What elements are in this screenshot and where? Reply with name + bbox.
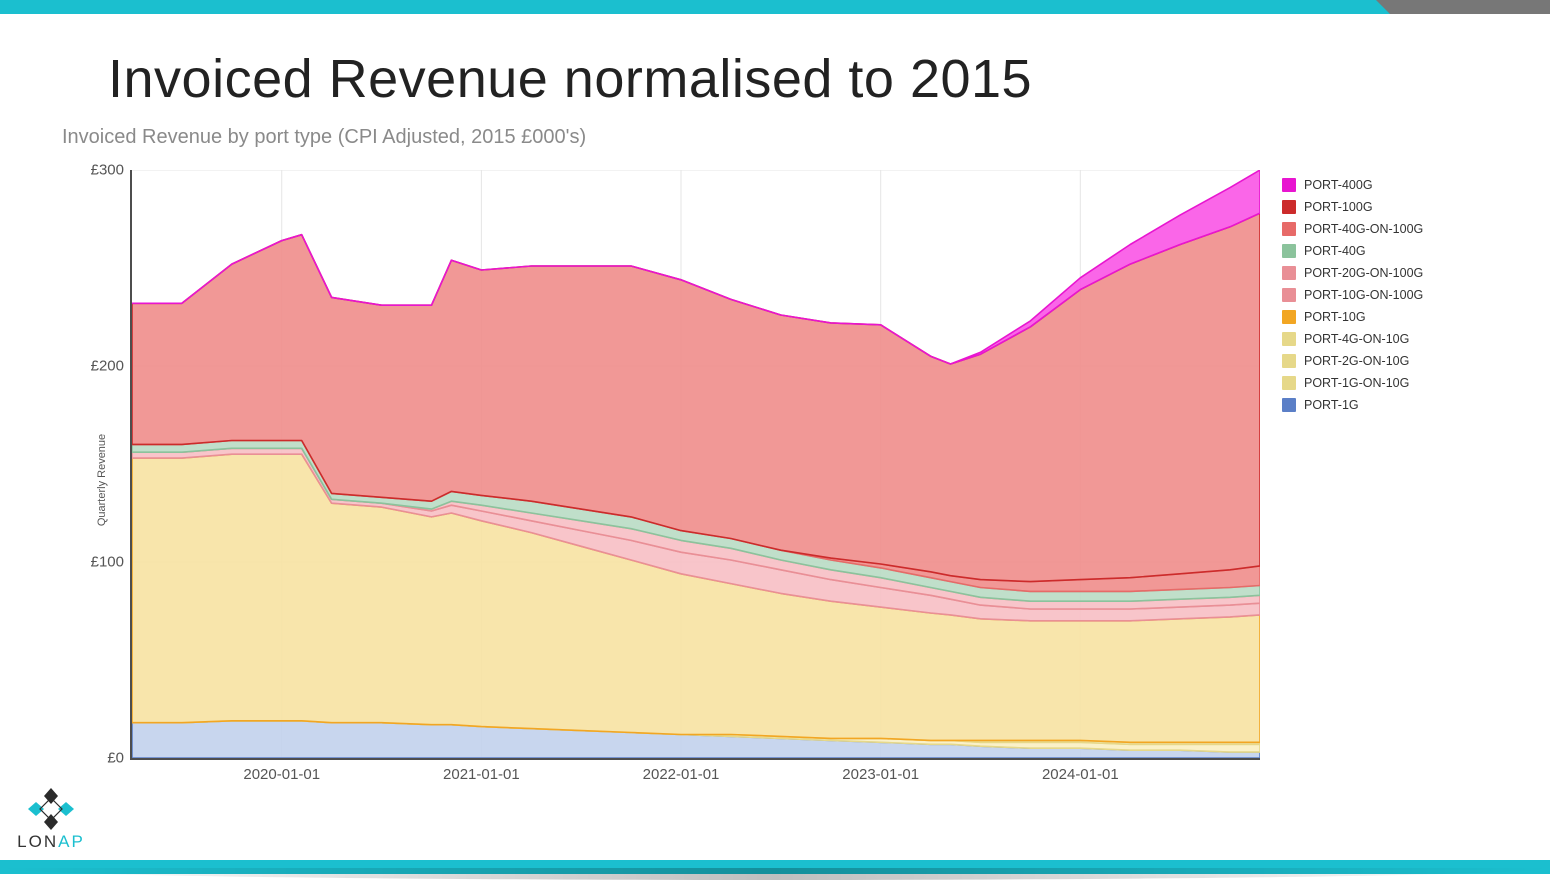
legend-swatch: [1282, 376, 1296, 390]
legend-label: PORT-100G: [1304, 200, 1373, 214]
chart-container: Quarterly Revenue £0£100£200£300 2020-01…: [62, 160, 1482, 800]
legend-label: PORT-10G-ON-100G: [1304, 288, 1423, 302]
legend-item-PORT-100G[interactable]: PORT-100G: [1282, 196, 1482, 218]
legend-label: PORT-1G-ON-10G: [1304, 376, 1409, 390]
legend-swatch: [1282, 354, 1296, 368]
top-grey-wedge: [1390, 0, 1550, 14]
slide-subtitle: Invoiced Revenue by port type (CPI Adjus…: [62, 126, 586, 149]
top-accent-bar: [0, 0, 1550, 14]
legend-swatch: [1282, 222, 1296, 236]
xtick-label: 2020-01-01: [243, 766, 320, 783]
legend-swatch: [1282, 200, 1296, 214]
y-axis-label: Quarterly Revenue: [96, 434, 108, 526]
legend-item-PORT-1G-ON-10G[interactable]: PORT-1G-ON-10G: [1282, 372, 1482, 394]
legend-label: PORT-4G-ON-10G: [1304, 332, 1409, 346]
legend-item-PORT-40G[interactable]: PORT-40G: [1282, 240, 1482, 262]
ytick-label: £0: [107, 750, 124, 767]
lonap-logo: LONAP: [14, 788, 88, 852]
legend-item-PORT-400G[interactable]: PORT-400G: [1282, 174, 1482, 196]
page-curl-shadow: [0, 868, 1550, 880]
legend-swatch: [1282, 310, 1296, 324]
slide: Invoiced Revenue normalised to 2015 Invo…: [0, 0, 1550, 880]
logo-text-plain: LON: [17, 832, 58, 851]
legend-item-PORT-1G[interactable]: PORT-1G: [1282, 394, 1482, 416]
legend-item-PORT-20G-ON-100G[interactable]: PORT-20G-ON-100G: [1282, 262, 1482, 284]
xtick-label: 2021-01-01: [443, 766, 520, 783]
xtick-label: 2022-01-01: [643, 766, 720, 783]
legend-label: PORT-10G: [1304, 310, 1366, 324]
legend-item-PORT-10G[interactable]: PORT-10G: [1282, 306, 1482, 328]
legend: PORT-400G PORT-100G PORT-40G-ON-100G PORT-4…: [1282, 174, 1482, 416]
legend-label: PORT-40G-ON-100G: [1304, 222, 1423, 236]
stacked-area-svg: [132, 170, 1260, 758]
legend-label: PORT-2G-ON-10G: [1304, 354, 1409, 368]
lonap-logo-text: LONAP: [14, 832, 88, 852]
legend-label: PORT-20G-ON-100G: [1304, 266, 1423, 280]
xtick-label: 2023-01-01: [842, 766, 919, 783]
ytick-label: £300: [91, 162, 124, 179]
lonap-logo-icon: [28, 788, 74, 830]
legend-swatch: [1282, 266, 1296, 280]
legend-swatch: [1282, 288, 1296, 302]
legend-item-PORT-40G-ON-100G[interactable]: PORT-40G-ON-100G: [1282, 218, 1482, 240]
legend-swatch: [1282, 178, 1296, 192]
ytick-label: £100: [91, 554, 124, 571]
legend-item-PORT-4G-ON-10G[interactable]: PORT-4G-ON-10G: [1282, 328, 1482, 350]
legend-label: PORT-400G: [1304, 178, 1373, 192]
legend-item-PORT-10G-ON-100G[interactable]: PORT-10G-ON-100G: [1282, 284, 1482, 306]
legend-label: PORT-1G: [1304, 398, 1359, 412]
legend-swatch: [1282, 332, 1296, 346]
xtick-label: 2024-01-01: [1042, 766, 1119, 783]
ytick-label: £200: [91, 358, 124, 375]
legend-label: PORT-40G: [1304, 244, 1366, 258]
legend-swatch: [1282, 244, 1296, 258]
slide-title: Invoiced Revenue normalised to 2015: [108, 48, 1032, 110]
legend-swatch: [1282, 398, 1296, 412]
legend-item-PORT-2G-ON-10G[interactable]: PORT-2G-ON-10G: [1282, 350, 1482, 372]
plot-area: £0£100£200£300 2020-01-012021-01-012022-…: [130, 170, 1260, 760]
logo-text-accent: AP: [58, 832, 85, 851]
